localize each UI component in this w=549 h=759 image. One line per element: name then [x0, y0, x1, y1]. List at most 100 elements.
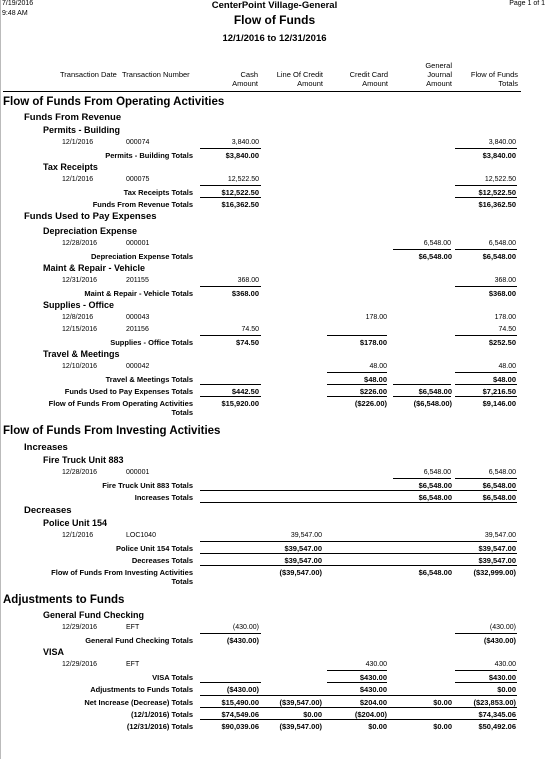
total-gj: $6,548.00 — [418, 481, 452, 490]
rule — [393, 384, 451, 385]
net-cc: $204.00 — [359, 698, 387, 707]
total-label: Decreases Totals — [131, 556, 193, 565]
rule — [327, 396, 387, 397]
rule — [200, 185, 261, 186]
rule — [455, 682, 517, 683]
total-gj: $6,548.00 — [418, 493, 452, 502]
total-label: Permits - Building Totals — [105, 151, 193, 160]
total-label: Fire Truck Unit 883 Totals — [102, 481, 193, 490]
cell-flow: 48.00 — [498, 363, 516, 370]
rule — [455, 185, 517, 186]
total-cc: $178.00 — [359, 338, 387, 347]
row-date: 12/1/2016 — [62, 176, 94, 183]
cell-gj: 6,548.00 — [423, 469, 451, 476]
total-label: Maint & Repair - Vehicle Totals — [84, 289, 193, 298]
rule — [327, 670, 387, 671]
subgroup-general-fund-checking: General Fund Checking — [43, 610, 145, 620]
rule — [327, 682, 387, 683]
header-rule — [3, 91, 521, 92]
cell-flow: 12,522.50 — [484, 176, 516, 183]
col-transaction-date: Transaction Date — [60, 70, 117, 79]
row-date: 12/29/2016 — [62, 624, 98, 631]
rule — [455, 478, 517, 479]
total-flow: $6,548.00 — [482, 252, 516, 261]
total-label: Funds From Revenue Totals — [92, 200, 193, 209]
row-number: EFT — [126, 624, 140, 631]
total-label: Flow of Funds From Operating Activities — [48, 399, 193, 408]
total-label: Travel & Meetings Totals — [105, 375, 193, 384]
subgroup-tax: Tax Receipts — [43, 162, 98, 172]
rule — [455, 372, 517, 373]
row-number: 201155 — [126, 277, 149, 284]
rule — [393, 249, 451, 250]
total-label: Tax Receipts Totals — [123, 188, 193, 197]
rule — [393, 478, 451, 479]
cell-flow: 430.00 — [494, 661, 516, 668]
subgroup-depreciation: Depreciation Expense — [43, 226, 138, 236]
cell-flow: 178.00 — [494, 314, 516, 321]
row-date: 12/1/2016 — [62, 139, 94, 146]
rule — [200, 490, 517, 491]
row-date: 12/8/2016 — [62, 314, 94, 321]
row-date: 12/28/2016 — [62, 469, 98, 476]
row-number: 000001 — [126, 469, 150, 476]
total-flow: $252.50 — [488, 338, 516, 347]
total-label-suffix: Totals — [171, 408, 193, 417]
rule — [200, 707, 517, 708]
row-number: LOC1040 — [126, 532, 156, 539]
total-label-suffix: Totals — [171, 577, 193, 586]
total-flow: $9,146.00 — [482, 399, 516, 408]
section-adjustments: Adjustments to Funds — [3, 594, 125, 606]
cell-cc: 48.00 — [369, 363, 387, 370]
cell-cash: 368.00 — [237, 277, 259, 284]
total-flow: $48.00 — [493, 375, 516, 384]
row-date: 12/10/2016 — [62, 363, 98, 370]
rule — [200, 633, 261, 634]
row-number: EFT — [126, 661, 140, 668]
rule — [393, 396, 451, 397]
rule — [200, 719, 517, 720]
total-cc: $430.00 — [359, 685, 387, 694]
net-total-label: Net Increase (Decrease) Totals — [84, 698, 193, 707]
row-number: 000042 — [126, 363, 150, 370]
rule — [455, 633, 517, 634]
rule — [327, 335, 387, 336]
begin-loc: $0.00 — [303, 710, 322, 719]
cell-cash: (430.00) — [232, 624, 259, 631]
net-gj: $0.00 — [433, 698, 452, 707]
total-gj: $6,548.00 — [418, 252, 452, 261]
row-number: 000075 — [126, 176, 150, 183]
total-flow: $12,522.50 — [478, 188, 516, 197]
row-number: 000074 — [126, 139, 150, 146]
end-loc: ($39,547.00) — [279, 722, 322, 731]
rule — [327, 384, 387, 385]
total-loc: $39,547.00 — [284, 556, 322, 565]
rule — [200, 695, 517, 696]
row-date: 12/28/2016 — [62, 240, 98, 247]
report-time: 9:48 AM — [2, 10, 28, 17]
date-range: 12/1/2016 to 12/31/2016 — [222, 33, 327, 44]
total-cc: ($226.00) — [354, 399, 387, 408]
cell-cc: 178.00 — [365, 314, 387, 321]
cell-loc: 39,547.00 — [290, 532, 322, 539]
total-label: VISA Totals — [152, 673, 193, 682]
rule — [200, 541, 517, 542]
total-label: Depreciation Expense Totals — [91, 252, 193, 261]
total-loc: $39,547.00 — [284, 544, 322, 553]
group-increases: Increases — [24, 442, 68, 453]
total-cc: $430.00 — [359, 673, 387, 682]
section-investing: Flow of Funds From Investing Activities — [3, 425, 221, 437]
total-cash: $16,362.50 — [221, 200, 259, 209]
rule — [455, 197, 517, 198]
end-cc: $0.00 — [368, 722, 387, 731]
cell-cc: 430.00 — [365, 661, 387, 668]
row-date: 12/31/2016 — [62, 277, 98, 284]
total-cash: $74.50 — [236, 338, 259, 347]
end-gj: $0.00 — [433, 722, 452, 731]
total-label: Increases Totals — [134, 493, 193, 502]
rule — [200, 565, 517, 566]
page-number: Page 1 of 1 — [509, 0, 545, 7]
rule — [200, 197, 261, 198]
col-transaction-number: Transaction Number — [122, 70, 190, 79]
col-line-of-credit: Line Of Credit Amount — [276, 70, 323, 88]
